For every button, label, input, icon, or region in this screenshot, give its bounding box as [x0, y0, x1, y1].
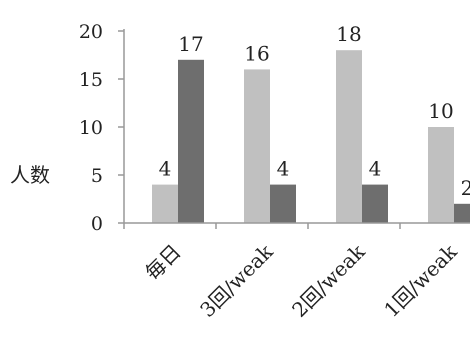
x-category-label: 3回/weak	[195, 239, 278, 322]
x-category-label: 1回/weak	[379, 239, 462, 322]
bar-series1-2	[244, 69, 270, 224]
bar-series2-4	[454, 203, 470, 223]
y-axis-label: 人数	[10, 163, 50, 187]
bar-series2-3	[362, 184, 388, 223]
data-label: 16	[244, 41, 269, 65]
data-label: 17	[178, 32, 203, 56]
bars	[152, 50, 470, 224]
data-label: 2	[461, 176, 470, 200]
y-axis: 0 5 10 15 20	[79, 21, 125, 235]
x-category-label: 毎日	[140, 240, 185, 285]
bar-series2-1	[178, 59, 204, 223]
x-category-label: 2回/weak	[287, 239, 370, 322]
data-label: 4	[369, 157, 382, 181]
y-tick-label: 5	[91, 165, 103, 187]
data-label: 4	[159, 157, 172, 181]
bar-series1-1	[152, 184, 178, 223]
y-tick-label: 10	[79, 117, 103, 139]
data-labels: 4 16 18 10 17 4 4 2	[159, 22, 470, 200]
bar-series2-2	[270, 184, 296, 223]
bar-series1-3	[336, 50, 362, 224]
data-label: 10	[428, 99, 453, 123]
y-tick-label: 0	[91, 213, 103, 235]
data-label: 4	[277, 157, 290, 181]
y-tick-label: 15	[79, 69, 103, 91]
y-tick-label: 20	[79, 21, 103, 43]
data-label: 18	[336, 22, 361, 46]
bar-series1-4	[428, 127, 454, 223]
x-axis: 毎日 3回/weak 2回/weak 1回/weak	[123, 222, 470, 322]
